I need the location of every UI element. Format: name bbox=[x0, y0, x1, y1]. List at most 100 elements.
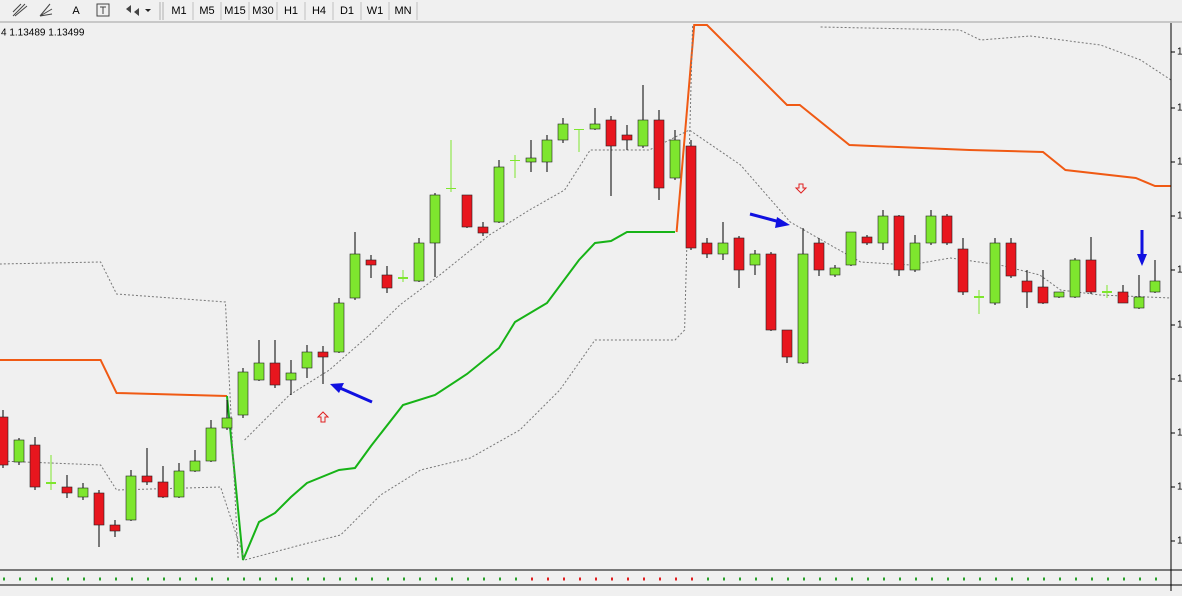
blue-arrow bbox=[330, 383, 373, 404]
candle-body bbox=[1021, 280, 1033, 293]
candle-body bbox=[13, 439, 25, 463]
candle-body bbox=[413, 242, 425, 282]
timeframe-label[interactable]: M5 bbox=[199, 5, 214, 17]
timeframe-label[interactable]: D1 bbox=[340, 5, 354, 17]
candle bbox=[557, 118, 569, 143]
candle bbox=[269, 340, 281, 388]
candle-body bbox=[1149, 280, 1161, 293]
up-signal bbox=[316, 411, 330, 423]
candle-body bbox=[813, 242, 825, 271]
candle-body bbox=[541, 139, 553, 163]
y-tick-label: 1 bbox=[1177, 47, 1182, 58]
candle-body bbox=[365, 259, 377, 266]
candle bbox=[365, 255, 377, 278]
label-tool[interactable] bbox=[96, 3, 110, 17]
candle-body bbox=[317, 351, 329, 358]
candle-body bbox=[669, 139, 681, 179]
y-tick-label: 1 bbox=[1177, 265, 1182, 276]
candle bbox=[717, 222, 729, 260]
timeframe-label[interactable]: M1 bbox=[171, 5, 186, 17]
timeframe-label[interactable]: H4 bbox=[312, 5, 326, 17]
down-signal bbox=[794, 183, 808, 194]
candle bbox=[637, 85, 649, 148]
candle bbox=[1037, 270, 1049, 304]
candle-body bbox=[845, 231, 857, 266]
y-tick-label: 1 bbox=[1177, 428, 1182, 439]
candle bbox=[909, 235, 921, 272]
candle bbox=[829, 265, 841, 277]
candle bbox=[589, 108, 601, 130]
candle bbox=[845, 231, 857, 266]
candle bbox=[813, 238, 825, 276]
candle bbox=[685, 140, 697, 250]
y-tick-label: 1 bbox=[1177, 374, 1182, 385]
candle bbox=[861, 235, 873, 245]
candle-body bbox=[205, 427, 217, 462]
candle bbox=[525, 140, 537, 172]
candle bbox=[669, 130, 681, 180]
candle bbox=[413, 238, 425, 282]
candle bbox=[461, 194, 473, 228]
timeframe-label[interactable]: MN bbox=[394, 5, 411, 17]
candle bbox=[285, 360, 297, 395]
candle-body bbox=[0, 416, 9, 466]
candle bbox=[574, 129, 584, 152]
candle-body bbox=[637, 119, 649, 147]
blue-arrow bbox=[1137, 230, 1147, 266]
timeframe-label[interactable]: H1 bbox=[284, 5, 298, 17]
candle-body bbox=[621, 134, 633, 141]
candle-body bbox=[109, 524, 121, 532]
candle-body bbox=[781, 329, 793, 358]
candle bbox=[205, 420, 217, 462]
candle-body bbox=[493, 166, 505, 223]
candle-body bbox=[173, 470, 185, 498]
envelope-line bbox=[0, 24, 1172, 561]
candle-body bbox=[77, 487, 89, 498]
timeframe-label[interactable]: M15 bbox=[224, 5, 245, 17]
candle-body bbox=[61, 486, 73, 494]
candle-body bbox=[461, 194, 473, 228]
candle-body bbox=[1117, 291, 1129, 304]
text-tool[interactable]: A bbox=[72, 5, 80, 17]
candle bbox=[141, 448, 153, 485]
price-info: 4 1.13489 1.13499 bbox=[1, 28, 85, 39]
y-tick-label: 1 bbox=[1177, 482, 1182, 493]
candle bbox=[1102, 285, 1112, 298]
y-tick-label: 1 bbox=[1177, 536, 1182, 547]
fib-fan-tool[interactable] bbox=[39, 3, 53, 17]
candle bbox=[237, 368, 249, 418]
candle-body bbox=[685, 145, 697, 249]
candle bbox=[381, 266, 393, 293]
candle bbox=[333, 298, 345, 353]
fib-tool[interactable] bbox=[12, 3, 28, 17]
candle bbox=[349, 232, 361, 300]
candle bbox=[398, 270, 408, 282]
trend-line bbox=[226, 231, 675, 561]
candle bbox=[797, 228, 809, 364]
candle-body bbox=[717, 242, 729, 255]
envelope-line bbox=[0, 129, 1172, 561]
candle bbox=[61, 475, 73, 498]
blue-arrow bbox=[749, 212, 790, 228]
y-tick-label: 1 bbox=[1177, 211, 1182, 222]
candle-body bbox=[93, 492, 105, 526]
candle bbox=[93, 490, 105, 547]
candle-body bbox=[29, 444, 41, 488]
candle bbox=[29, 437, 41, 490]
candle bbox=[301, 345, 313, 378]
candle-body bbox=[957, 248, 969, 293]
candle-body bbox=[1133, 296, 1145, 309]
timeframe-label[interactable]: W1 bbox=[367, 5, 384, 17]
candle bbox=[0, 410, 9, 468]
timeframe-label[interactable]: M30 bbox=[252, 5, 273, 17]
trend-line bbox=[0, 24, 1171, 397]
candle-body bbox=[269, 362, 281, 386]
candle bbox=[989, 238, 1001, 305]
candle bbox=[749, 250, 761, 275]
candle-body bbox=[877, 215, 889, 244]
arrows-tool[interactable] bbox=[126, 5, 151, 16]
candle bbox=[1053, 291, 1065, 298]
candle-body bbox=[1037, 286, 1049, 304]
